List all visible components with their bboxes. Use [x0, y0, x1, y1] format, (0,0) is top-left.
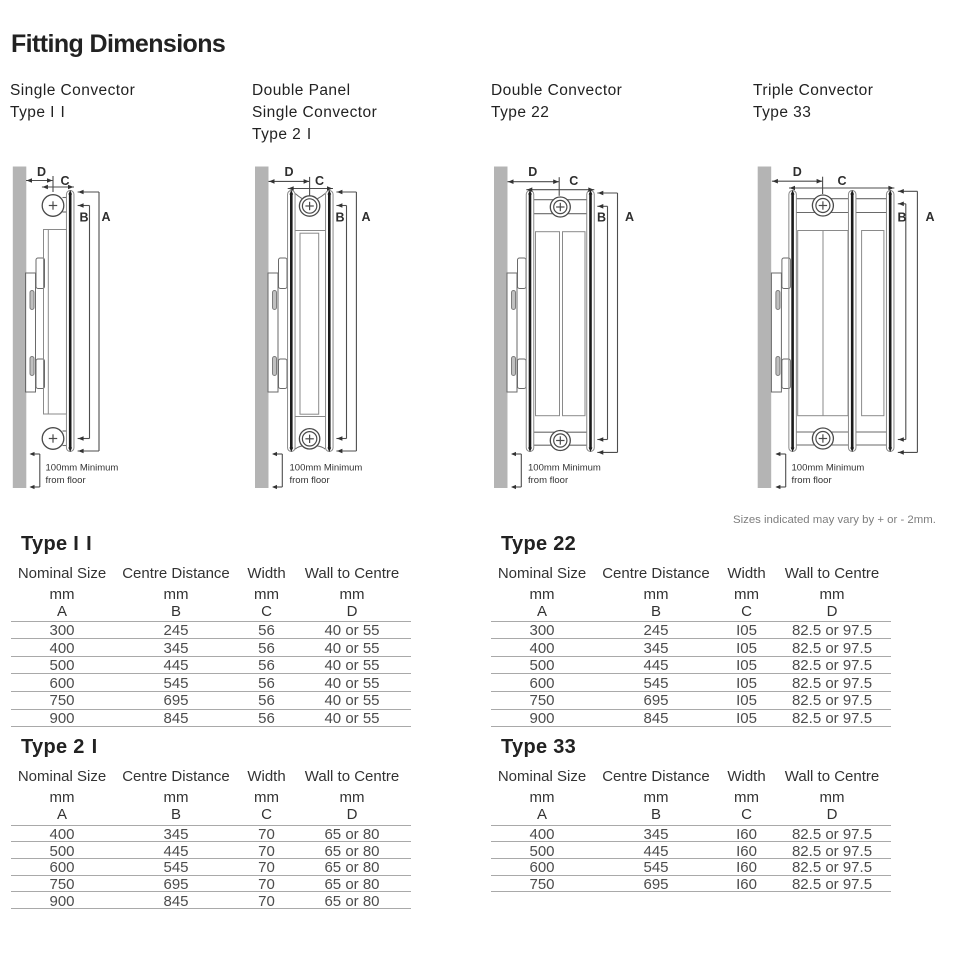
- svg-text:A: A: [102, 210, 111, 224]
- svg-text:A: A: [362, 210, 371, 224]
- svg-text:C: C: [315, 174, 324, 188]
- svg-text:100mm Minimum: 100mm Minimum: [528, 463, 601, 474]
- svg-text:B: B: [80, 211, 89, 225]
- svg-text:100mm Minimum: 100mm Minimum: [46, 463, 119, 474]
- svg-text:A: A: [926, 210, 935, 224]
- svg-text:D: D: [793, 165, 802, 179]
- svg-text:100mm Minimum: 100mm Minimum: [792, 463, 865, 474]
- svg-text:C: C: [61, 174, 70, 188]
- svg-text:from floor: from floor: [528, 475, 568, 486]
- svg-text:from floor: from floor: [792, 475, 832, 486]
- svg-text:B: B: [898, 211, 907, 225]
- svg-text:A: A: [625, 210, 634, 224]
- svg-text:from floor: from floor: [290, 475, 330, 486]
- svg-text:C: C: [569, 174, 578, 188]
- svg-text:D: D: [528, 165, 537, 179]
- svg-text:B: B: [597, 211, 606, 225]
- svg-text:D: D: [285, 165, 294, 179]
- svg-text:D: D: [37, 165, 46, 179]
- svg-text:from floor: from floor: [46, 475, 86, 486]
- svg-text:B: B: [336, 211, 345, 225]
- svg-text:C: C: [838, 174, 847, 188]
- svg-text:100mm Minimum: 100mm Minimum: [290, 463, 363, 474]
